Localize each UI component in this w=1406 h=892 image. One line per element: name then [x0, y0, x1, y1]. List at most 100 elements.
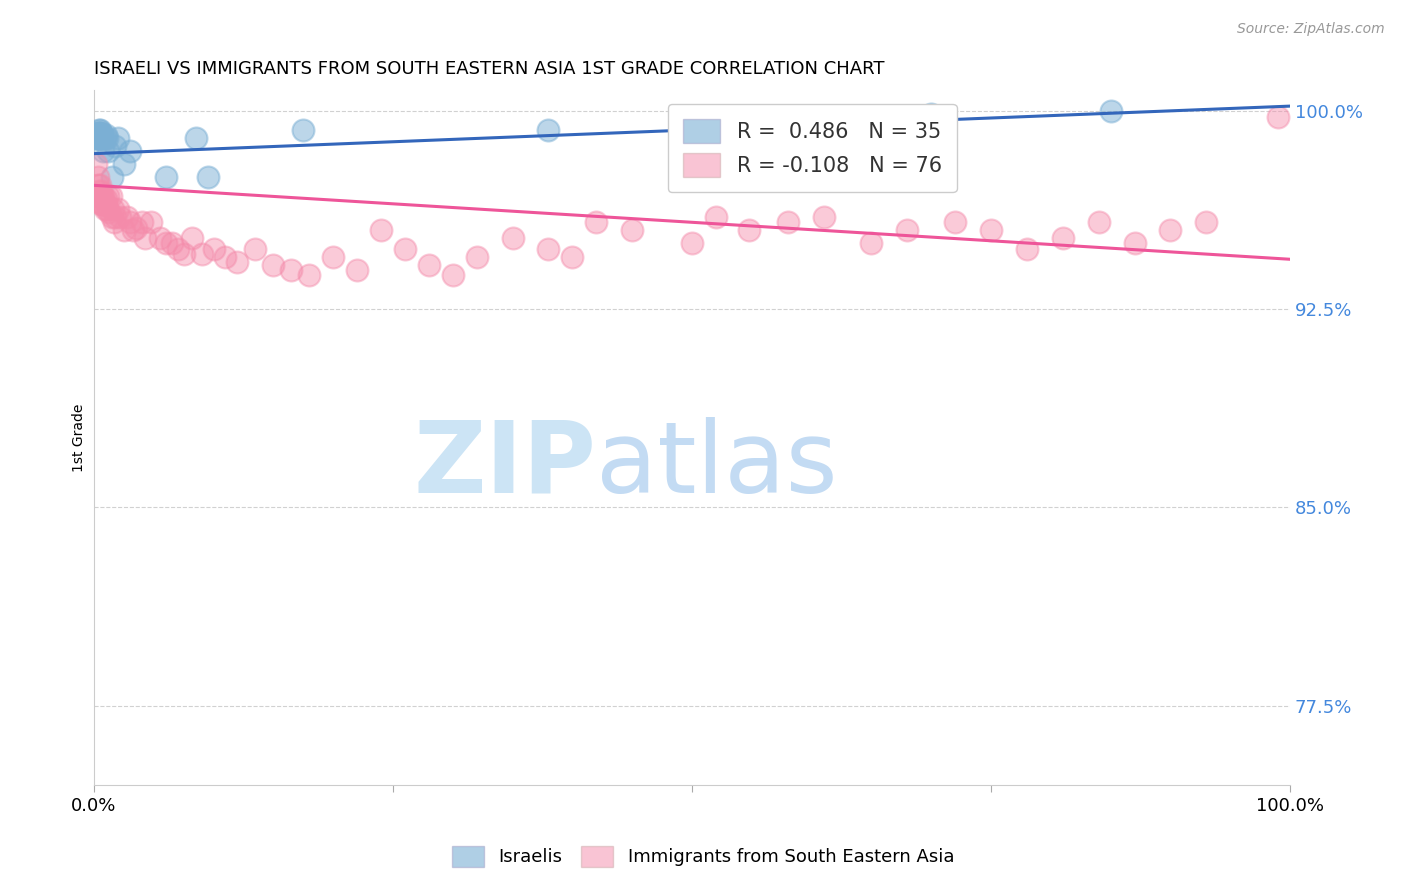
Point	[89, 126, 111, 140]
Point	[110, 210, 132, 224]
Point	[1267, 110, 1289, 124]
Point	[93, 144, 115, 158]
Point	[980, 223, 1002, 237]
Point	[131, 215, 153, 229]
Point	[94, 196, 117, 211]
Text: Source: ZipAtlas.com: Source: ZipAtlas.com	[1237, 22, 1385, 37]
Point	[776, 215, 799, 229]
Point	[89, 130, 111, 145]
Text: ZIP: ZIP	[413, 417, 596, 514]
Point	[118, 215, 141, 229]
Point	[86, 126, 108, 140]
Point	[86, 178, 108, 193]
Point	[112, 223, 135, 237]
Point	[89, 128, 111, 143]
Point	[214, 250, 236, 264]
Point	[91, 196, 114, 211]
Point	[118, 144, 141, 158]
Point	[166, 242, 188, 256]
Point	[1015, 242, 1038, 256]
Point	[90, 126, 112, 140]
Point	[86, 130, 108, 145]
Point	[149, 231, 172, 245]
Point	[155, 170, 177, 185]
Point	[91, 189, 114, 203]
Point	[226, 255, 249, 269]
Point	[125, 220, 148, 235]
Point	[465, 250, 488, 264]
Point	[585, 215, 607, 229]
Text: atlas: atlas	[596, 417, 838, 514]
Point	[87, 184, 110, 198]
Point	[943, 215, 966, 229]
Point	[813, 210, 835, 224]
Point	[87, 128, 110, 143]
Point	[190, 247, 212, 261]
Point	[86, 170, 108, 185]
Legend: R =  0.486   N = 35, R = -0.108   N = 76: R = 0.486 N = 35, R = -0.108 N = 76	[668, 104, 956, 192]
Point	[160, 236, 183, 251]
Point	[96, 202, 118, 216]
Point	[98, 204, 121, 219]
Point	[86, 157, 108, 171]
Point	[87, 126, 110, 140]
Point	[860, 236, 883, 251]
Point	[134, 231, 156, 245]
Point	[537, 123, 560, 137]
Point	[184, 130, 207, 145]
Point	[122, 223, 145, 237]
Point	[202, 242, 225, 256]
Point	[1159, 223, 1181, 237]
Point	[90, 184, 112, 198]
Point	[370, 223, 392, 237]
Point	[1123, 236, 1146, 251]
Point	[704, 210, 727, 224]
Point	[245, 242, 267, 256]
Point	[896, 223, 918, 237]
Point	[101, 170, 124, 185]
Point	[93, 189, 115, 203]
Point	[89, 123, 111, 137]
Point	[262, 258, 284, 272]
Point	[117, 210, 139, 224]
Point	[537, 242, 560, 256]
Point	[738, 223, 761, 237]
Point	[561, 250, 583, 264]
Point	[298, 268, 321, 282]
Point	[90, 128, 112, 143]
Point	[155, 236, 177, 251]
Point	[104, 138, 127, 153]
Point	[107, 202, 129, 216]
Point	[91, 128, 114, 143]
Point	[100, 189, 122, 203]
Point	[1195, 215, 1218, 229]
Point	[91, 130, 114, 145]
Y-axis label: 1st Grade: 1st Grade	[72, 403, 86, 472]
Point	[280, 263, 302, 277]
Point	[90, 196, 112, 211]
Point	[418, 258, 440, 272]
Point	[103, 215, 125, 229]
Point	[89, 130, 111, 145]
Point	[181, 231, 204, 245]
Point	[441, 268, 464, 282]
Point	[141, 215, 163, 229]
Point	[197, 170, 219, 185]
Point	[87, 189, 110, 203]
Point	[87, 130, 110, 145]
Point	[173, 247, 195, 261]
Text: ISRAELI VS IMMIGRANTS FROM SOUTH EASTERN ASIA 1ST GRADE CORRELATION CHART: ISRAELI VS IMMIGRANTS FROM SOUTH EASTERN…	[94, 60, 884, 78]
Point	[96, 130, 118, 145]
Point	[920, 107, 942, 121]
Point	[1087, 215, 1109, 229]
Point	[107, 130, 129, 145]
Point	[1052, 231, 1074, 245]
Point	[292, 123, 315, 137]
Point	[93, 130, 115, 145]
Point	[104, 210, 127, 224]
Point	[86, 128, 108, 143]
Point	[89, 189, 111, 203]
Point	[621, 223, 644, 237]
Point	[322, 250, 344, 264]
Point	[94, 128, 117, 143]
